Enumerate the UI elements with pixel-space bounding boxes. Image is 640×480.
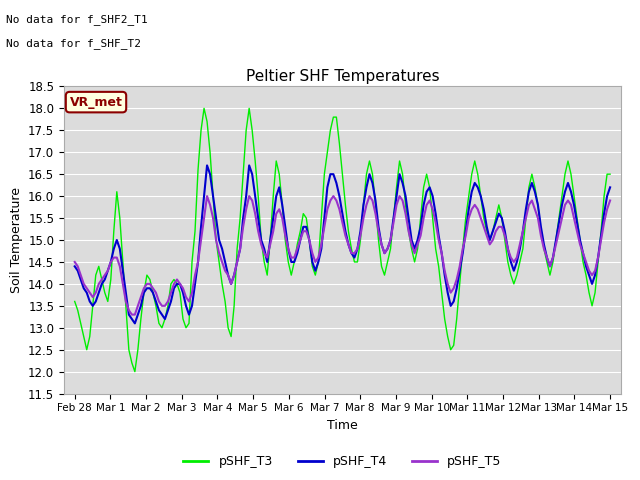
pSHF_T4 xyxy=(116,246,124,252)
pSHF_T4 xyxy=(71,264,79,269)
pSHF_T3 xyxy=(71,299,79,304)
Legend: pSHF_T3, pSHF_T4, pSHF_T5: pSHF_T3, pSHF_T4, pSHF_T5 xyxy=(179,450,506,473)
pSHF_T3 xyxy=(131,369,139,374)
pSHF_T3 xyxy=(477,193,484,199)
Text: VR_met: VR_met xyxy=(70,96,122,108)
pSHF_T4 xyxy=(230,272,238,278)
pSHF_T5 xyxy=(128,312,136,317)
pSHF_T3 xyxy=(122,303,130,309)
pSHF_T4 xyxy=(204,163,211,168)
pSHF_T3 xyxy=(312,272,319,278)
X-axis label: Time: Time xyxy=(327,419,358,432)
Y-axis label: Soil Temperature: Soil Temperature xyxy=(10,187,22,293)
pSHF_T4 xyxy=(131,321,139,326)
pSHF_T5 xyxy=(312,259,319,265)
pSHF_T3 xyxy=(200,106,208,111)
pSHF_T4 xyxy=(477,193,484,199)
pSHF_T5 xyxy=(170,281,178,287)
pSHF_T5 xyxy=(122,299,130,304)
pSHF_T5 xyxy=(477,215,484,221)
Title: Peltier SHF Temperatures: Peltier SHF Temperatures xyxy=(246,69,439,84)
pSHF_T4 xyxy=(606,184,614,190)
Text: No data for f_SHF_T2: No data for f_SHF_T2 xyxy=(6,38,141,49)
pSHF_T5 xyxy=(71,259,79,265)
pSHF_T5 xyxy=(116,264,124,269)
pSHF_T3 xyxy=(606,171,614,177)
Line: pSHF_T4: pSHF_T4 xyxy=(75,166,610,324)
pSHF_T5 xyxy=(230,272,238,278)
pSHF_T5 xyxy=(204,193,211,199)
Line: pSHF_T5: pSHF_T5 xyxy=(75,196,610,314)
pSHF_T3 xyxy=(116,215,124,221)
pSHF_T3 xyxy=(170,276,178,282)
Line: pSHF_T3: pSHF_T3 xyxy=(75,108,610,372)
pSHF_T5 xyxy=(606,198,614,204)
pSHF_T4 xyxy=(170,286,178,291)
Text: No data for f_SHF2_T1: No data for f_SHF2_T1 xyxy=(6,14,148,25)
pSHF_T4 xyxy=(122,290,130,296)
pSHF_T4 xyxy=(312,268,319,274)
pSHF_T3 xyxy=(230,303,238,309)
